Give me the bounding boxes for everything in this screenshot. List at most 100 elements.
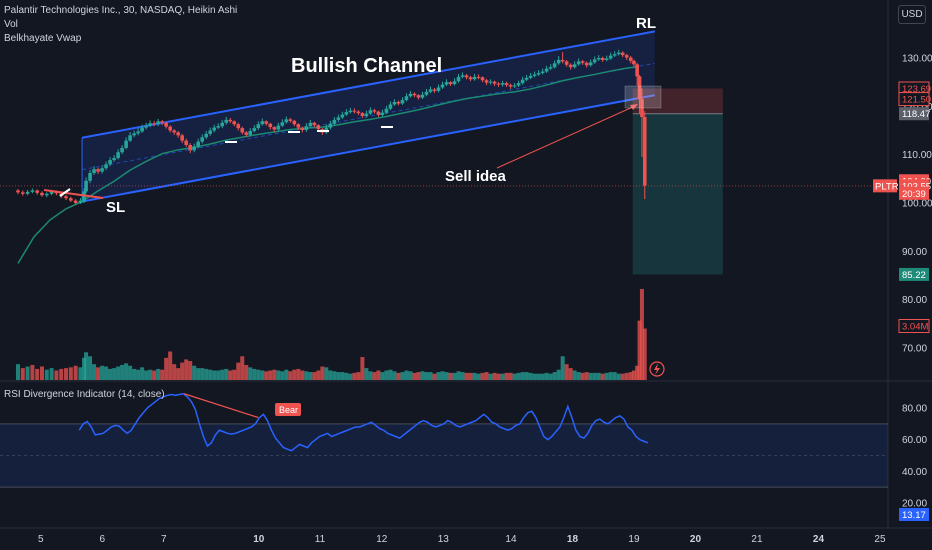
candle-body bbox=[508, 85, 513, 87]
candle-body bbox=[232, 121, 237, 125]
candle-body bbox=[584, 62, 589, 66]
volume-bar bbox=[64, 368, 69, 380]
channel-lower-line bbox=[81, 94, 655, 203]
stop-loss-zone bbox=[632, 88, 723, 114]
channel-title: Bullish Channel bbox=[291, 55, 442, 77]
volume-bar bbox=[388, 369, 393, 380]
candle-body bbox=[560, 59, 565, 62]
rsi-tick-label: 20.00 bbox=[902, 499, 927, 510]
candle-body bbox=[240, 128, 245, 133]
volume-bar bbox=[296, 368, 301, 380]
candle-body bbox=[176, 132, 180, 136]
candle-body bbox=[392, 101, 397, 105]
candle-body bbox=[152, 123, 156, 125]
candle-body bbox=[224, 119, 229, 123]
volume-bar bbox=[372, 372, 377, 380]
volume-bar bbox=[488, 373, 493, 380]
volume-bar bbox=[396, 372, 401, 380]
volume-bar bbox=[620, 373, 625, 380]
candle-body bbox=[600, 58, 605, 60]
candle-body bbox=[416, 95, 421, 98]
volume-bar bbox=[148, 369, 153, 380]
candle-body bbox=[332, 119, 337, 124]
volume-bar bbox=[96, 367, 101, 380]
time-tick-label: 10 bbox=[253, 534, 265, 545]
volume-bar bbox=[440, 371, 445, 380]
volume-bar bbox=[624, 372, 629, 380]
volume-bar bbox=[556, 369, 561, 380]
price-tick-label: 110.00 bbox=[902, 150, 932, 161]
volume-bar bbox=[512, 373, 517, 380]
candle-body bbox=[128, 135, 132, 141]
volume-bar bbox=[400, 372, 405, 380]
price-label-text: 118.47 bbox=[902, 109, 930, 120]
volume-bar bbox=[82, 357, 87, 380]
candle-body bbox=[356, 111, 361, 114]
volume-bar bbox=[73, 365, 78, 380]
candle-body bbox=[556, 59, 561, 64]
volume-bar bbox=[152, 370, 157, 380]
volume-bar bbox=[92, 364, 97, 380]
rsi-tick-label: 60.00 bbox=[902, 435, 927, 446]
rsi-tick-label: 40.00 bbox=[902, 467, 927, 478]
candle-body bbox=[88, 173, 92, 181]
price-label-text: 123.69 bbox=[902, 84, 931, 95]
candle-body bbox=[35, 190, 39, 193]
time-tick-label: 19 bbox=[628, 534, 640, 545]
volume-bar bbox=[360, 357, 365, 380]
symbol-tag-text: PLTR bbox=[875, 181, 899, 192]
volume-bar bbox=[332, 371, 337, 380]
time-tick-label: 20 bbox=[690, 534, 702, 545]
candle-body bbox=[192, 146, 196, 151]
candle-body bbox=[572, 64, 577, 68]
candle-body bbox=[640, 99, 644, 117]
volume-bar bbox=[540, 373, 545, 380]
candle-body bbox=[628, 57, 633, 61]
volume-bar bbox=[328, 370, 333, 380]
entry-highlight bbox=[624, 85, 662, 109]
candle-body bbox=[69, 198, 73, 201]
candle-body bbox=[456, 76, 461, 82]
candle-body bbox=[388, 104, 393, 109]
candle-body bbox=[564, 61, 569, 65]
volume-bar bbox=[324, 367, 329, 380]
volume-bar bbox=[116, 366, 121, 380]
volume-bar bbox=[608, 372, 613, 380]
candle-body bbox=[312, 122, 317, 126]
currency-button[interactable]: USD bbox=[898, 5, 926, 24]
volume-bar bbox=[576, 372, 581, 380]
candle-body bbox=[344, 112, 349, 115]
volume-bar bbox=[200, 368, 205, 380]
volume-bar bbox=[616, 373, 621, 380]
candle-body bbox=[372, 110, 377, 112]
time-tick-label: 21 bbox=[751, 534, 763, 545]
volume-bar bbox=[548, 373, 553, 380]
volume-bar bbox=[631, 370, 636, 380]
candle-body bbox=[348, 110, 353, 113]
volume-bar bbox=[176, 368, 181, 380]
candle-body bbox=[488, 81, 493, 83]
candle-body bbox=[316, 125, 321, 130]
candle-body bbox=[136, 131, 140, 134]
time-tick-label: 7 bbox=[161, 534, 167, 545]
volume-bar bbox=[256, 369, 261, 380]
price-label-text: 20:39 bbox=[902, 189, 926, 200]
chart-title: Palantir Technologies Inc., 30, NASDAQ, … bbox=[4, 5, 238, 16]
candle-body bbox=[544, 68, 549, 72]
volume-bar bbox=[464, 372, 469, 380]
volume-bar bbox=[160, 369, 165, 380]
volume-bar bbox=[68, 367, 73, 380]
candle-body bbox=[637, 76, 642, 100]
volume-bar bbox=[112, 368, 117, 380]
candle-body bbox=[540, 71, 545, 73]
volume-bar bbox=[304, 371, 309, 380]
candle-body bbox=[84, 180, 88, 192]
volume-bar bbox=[40, 366, 44, 380]
candle-body bbox=[500, 83, 505, 85]
candle-body bbox=[404, 96, 409, 101]
volume-bar bbox=[500, 373, 505, 380]
candle-body bbox=[428, 89, 433, 92]
volume-bar bbox=[144, 370, 149, 380]
candle-body bbox=[82, 191, 86, 202]
candle-body bbox=[452, 81, 457, 85]
